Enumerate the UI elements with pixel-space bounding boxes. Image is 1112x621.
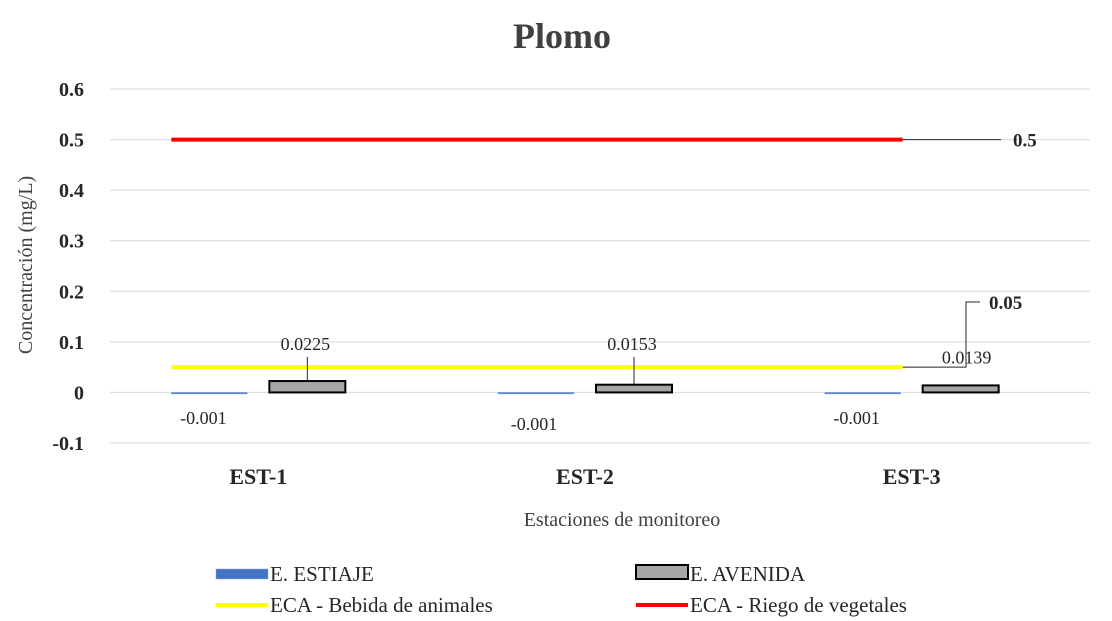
- y-tick-label: 0.4: [59, 180, 84, 202]
- bar-estiaje: [497, 392, 575, 395]
- data-label-avenida: 0.0225: [281, 334, 331, 354]
- legend-swatch: [635, 564, 689, 580]
- x-tick-label: EST-2: [556, 464, 614, 489]
- ref-label-riego: 0.5: [1013, 131, 1037, 152]
- legend-label: E. ESTIAJE: [270, 562, 374, 586]
- legend: E. ESTIAJE E. AVENIDA ECA - Bebida de anim…: [215, 562, 907, 617]
- legend-swatch: [215, 568, 269, 580]
- x-tick-label: EST-3: [883, 464, 941, 489]
- reference-lines: [171, 137, 903, 370]
- data-label-estiaje: -0.001: [511, 414, 558, 434]
- y-axis-title: Concentración (mg/L): [15, 176, 37, 354]
- chart-title: Plomo: [513, 16, 611, 56]
- bar-avenida: [268, 380, 347, 394]
- y-tick-label: 0.3: [59, 231, 84, 253]
- legend-label: ECA - Riego de vegetales: [690, 593, 907, 617]
- y-tick-label: 0.2: [59, 281, 84, 303]
- bar-avenida: [921, 384, 1000, 394]
- legend-label: E. AVENIDA: [690, 562, 806, 586]
- x-tick-label: EST-1: [229, 464, 287, 489]
- bar-avenida: [595, 383, 673, 394]
- x-axis-title: Estaciones de monitoreo: [524, 509, 721, 531]
- y-tick-label: 0: [74, 382, 84, 404]
- y-tick-labels: -0.1 0 0.1 0.2 0.3 0.4 0.5 0.6: [52, 79, 84, 455]
- data-label-avenida: 0.0139: [942, 347, 992, 367]
- bars: [171, 380, 1000, 395]
- data-label-avenida: 0.0153: [607, 334, 657, 354]
- y-tick-label: 0.1: [59, 332, 84, 354]
- x-tick-labels: EST-1 EST-2 EST-3: [229, 464, 940, 489]
- data-label-callouts: -0.001 0.0225 -0.001 0.0153 -0.001 0.0139 0.5 0…: [180, 131, 1037, 434]
- y-tick-label: -0.1: [52, 433, 84, 455]
- bar-estiaje: [171, 392, 248, 395]
- y-tick-label: 0.5: [59, 130, 84, 152]
- data-label-estiaje: -0.001: [180, 408, 227, 428]
- ref-label-bebida: 0.05: [989, 293, 1022, 314]
- data-label-estiaje: -0.001: [833, 408, 880, 428]
- legend-label: ECA - Bebida de animales: [270, 593, 493, 617]
- y-tick-label: 0.6: [59, 79, 84, 101]
- bar-estiaje: [824, 392, 901, 395]
- ref-label-leader: [902, 301, 980, 368]
